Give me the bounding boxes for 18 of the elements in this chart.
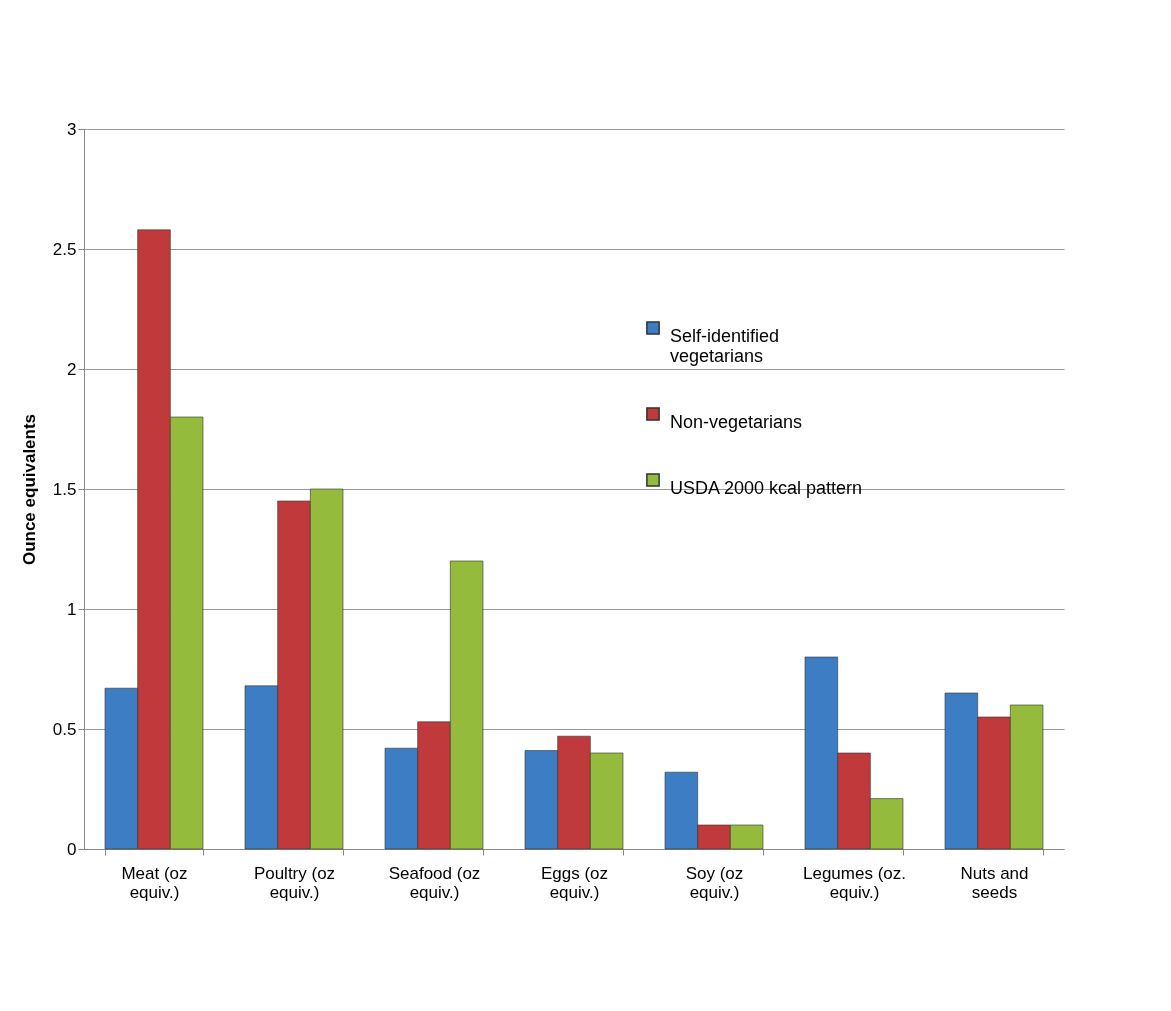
y-tick-label: 0.5 bbox=[52, 719, 77, 739]
legend-label: Non-vegetarians bbox=[670, 412, 803, 432]
x-tick-label: Soy (oz equiv.) bbox=[685, 863, 744, 902]
y-axis-title: Ounce equivalents bbox=[19, 413, 39, 566]
x-tick-label: Seafood (oz equiv.) bbox=[388, 863, 481, 902]
y-tick-label: 2 bbox=[67, 359, 77, 379]
y-tick-label: 1.5 bbox=[52, 479, 77, 499]
legend-label: USDA 2000 kcal pattern bbox=[670, 478, 863, 498]
y-tick-label: 2.5 bbox=[52, 239, 77, 259]
y-tick-label: 0 bbox=[67, 839, 77, 859]
x-tick-label: Eggs (oz equiv.) bbox=[540, 863, 609, 902]
legend-label: Self-identified vegetarians bbox=[670, 326, 780, 366]
x-tick-label: Nuts and seeds bbox=[960, 863, 1029, 902]
x-tick-label: Legumes (oz. equiv.) bbox=[803, 863, 906, 902]
x-tick-label: Poultry (oz equiv.) bbox=[253, 863, 336, 902]
y-tick-label: 3 bbox=[67, 119, 77, 139]
y-tick-label: 1 bbox=[67, 599, 77, 619]
x-tick-label: Meat (oz equiv.) bbox=[121, 863, 188, 902]
